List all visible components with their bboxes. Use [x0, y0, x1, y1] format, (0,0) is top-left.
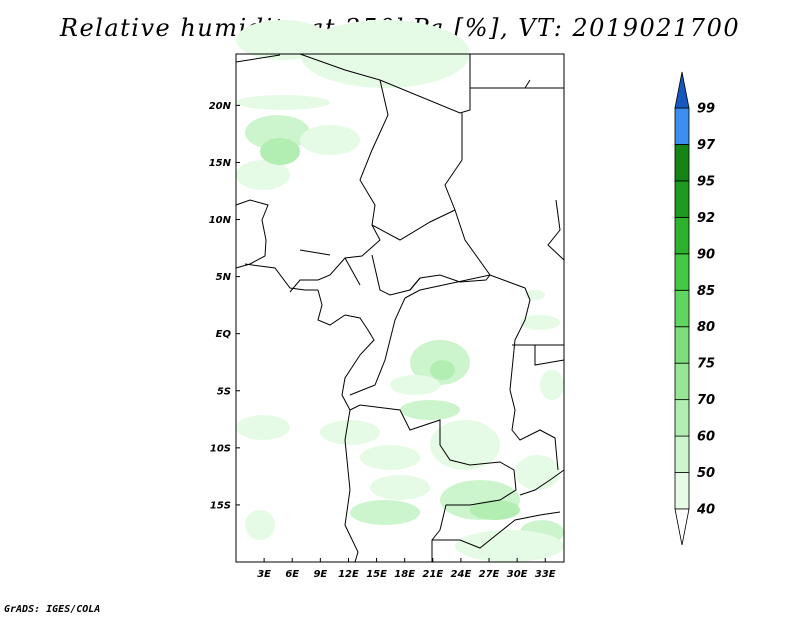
lon-tick-label: 33E [535, 569, 556, 580]
colorbar-segment [674, 180, 690, 218]
humidity-patch [260, 138, 300, 165]
colorbar-segment [674, 435, 690, 473]
humidity-patch [540, 370, 564, 400]
colorbar-label: 97 [697, 138, 716, 153]
lon-tick-label: 3E [257, 569, 271, 580]
border-line [404, 274, 526, 299]
border-line [349, 404, 517, 531]
lat-tick-label: 5N [216, 272, 232, 283]
colorbar-max-arrow [674, 71, 690, 109]
border-line [341, 314, 375, 411]
lat-tick-label: 10N [209, 215, 232, 226]
border-line [547, 199, 565, 261]
lon-tick-label: 21E [422, 569, 443, 580]
country-borders [235, 53, 565, 563]
lat-tick-label: 5S [217, 386, 231, 397]
colorbar-label: 99 [697, 102, 715, 117]
lon-tick-label: 24E [451, 569, 472, 580]
humidity-patch [400, 400, 460, 420]
colorbar-label: 40 [696, 503, 715, 518]
colorbar-label: 85 [697, 284, 715, 299]
lon-tick-label: 27E [479, 569, 500, 580]
border-line [371, 254, 421, 296]
colorbar-label: 75 [697, 357, 715, 372]
colorbar-label: 95 [697, 174, 715, 189]
colorbar-label: 50 [697, 466, 715, 481]
humidity-patch [300, 125, 360, 155]
lat-tick-label: 15N [209, 158, 232, 169]
humidity-patch [245, 115, 310, 150]
lat-tick-label: 10S [210, 443, 231, 454]
colorbar-segment [674, 362, 690, 401]
map-frame [235, 53, 565, 563]
border-line [299, 249, 361, 286]
lon-tick-label: 15E [366, 569, 387, 580]
humidity-patch [470, 500, 520, 520]
border-line [432, 511, 561, 549]
humidity-patch [350, 500, 420, 525]
humidity-patch [245, 510, 275, 540]
footer-credit: GrADS: IGES/COLA [4, 604, 101, 615]
colorbar-segment [674, 107, 690, 145]
border-line [344, 409, 359, 563]
humidity-patch [360, 445, 420, 470]
border-line [349, 297, 406, 396]
humidity-patch [430, 360, 455, 380]
humidity-patch [390, 375, 440, 395]
border-line [244, 263, 318, 291]
colorbar-segment [674, 216, 690, 255]
lon-tick-label: 30E [507, 569, 528, 580]
humidity-patch [455, 530, 564, 562]
axes: 20N 15N 10N 5N EQ 5S 10S 15S 3E 6E 9E 12E 15E 18E 21E 2… [209, 101, 556, 580]
colorbar-label: 90 [697, 247, 715, 262]
humidity-patch [320, 420, 380, 445]
colorbar-label: 92 [697, 211, 715, 226]
lon-tick-label: 6E [285, 569, 299, 580]
humidity-patch [430, 420, 500, 470]
humidity-field [236, 20, 564, 562]
humidity-patch [370, 475, 430, 500]
colorbar-min-arrow [674, 508, 690, 546]
colorbar-segment [674, 399, 690, 437]
colorbar-segment [674, 472, 690, 510]
border-line [509, 287, 559, 471]
colorbar-label: 70 [697, 393, 715, 408]
humidity-patch [236, 415, 290, 440]
humidity-patch [520, 315, 560, 330]
border-line [512, 344, 565, 366]
colorbar-segment [674, 326, 690, 364]
border-line [519, 469, 565, 496]
lat-tick-label: 15S [210, 500, 231, 511]
humidity-patch [515, 455, 560, 490]
humidity-patch [236, 95, 330, 110]
colorbar-segment [674, 289, 690, 328]
lon-tick-label: 12E [338, 569, 359, 580]
colorbar-segment [674, 144, 690, 182]
colorbar-label: 60 [697, 430, 715, 445]
border-line [317, 289, 346, 326]
border-line [371, 209, 456, 241]
border-line [235, 199, 269, 269]
border-line [409, 113, 491, 291]
colorbar: 40 50 60 70 75 80 85 90 92 95 97 99 [674, 71, 716, 546]
lon-tick-label: 18E [394, 569, 415, 580]
colorbar-label: 80 [697, 320, 715, 335]
border-line [379, 54, 471, 114]
humidity-patch [236, 160, 290, 190]
border-line [431, 529, 441, 562]
humidity-patch [525, 290, 545, 300]
border-line [470, 79, 564, 89]
colorbar-segment [674, 253, 690, 291]
lon-tick-label: 9E [313, 569, 327, 580]
lat-tick-label: 20N [209, 101, 232, 112]
lat-tick-label: EQ [216, 329, 232, 340]
